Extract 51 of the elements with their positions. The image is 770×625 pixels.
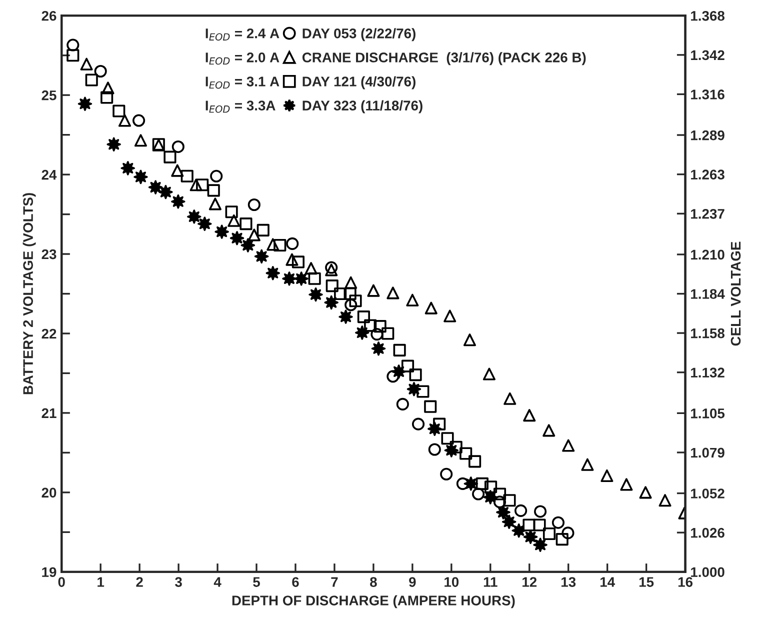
- x-tick-label: 16: [678, 577, 693, 587]
- y-tick-label: 25: [42, 90, 56, 100]
- y2-tick-label: 1.105: [691, 408, 725, 418]
- y-tick-label: 23: [42, 249, 56, 260]
- annotation: I$_{EOD}$ = 2.4 A: [206, 28, 280, 41]
- y2-tick-label: 1.368: [691, 10, 724, 21]
- x-tick-label: 14: [600, 577, 615, 587]
- y2-tick-label: 1.000: [691, 567, 724, 578]
- y2-tick-label: 1.263: [691, 170, 724, 180]
- y2-axis-title: CELL VOLTAGE: [730, 242, 741, 346]
- x-tick-label: 10: [444, 577, 459, 587]
- x-tick-label: 5: [253, 577, 260, 587]
- x-tick-label: 6: [292, 577, 299, 587]
- x-tick-label: 0: [58, 577, 65, 587]
- y2-tick-label: 1.316: [691, 90, 724, 100]
- y2-tick-label: 1.132: [691, 368, 724, 378]
- y-tick-label: 24: [42, 170, 57, 180]
- y2-tick-label: 1.342: [691, 50, 724, 60]
- y2-tick-label: 1.237: [691, 208, 724, 219]
- legend-label: DAY 323 (11/18/76): [302, 100, 422, 114]
- y2-tick-label: 1.026: [691, 528, 724, 538]
- x-tick-label: 12: [522, 577, 537, 587]
- y-axis-title: BATTERY 2 VOLTAGE (VOLTS): [22, 193, 36, 394]
- y-tick-label: 19: [42, 567, 56, 578]
- x-tick-label: 11: [484, 577, 498, 587]
- x-tick-label: 3: [175, 577, 182, 587]
- y2-tick-label: 1.289: [691, 130, 724, 140]
- legend-label: CRANE DISCHARGE (3/1/76) (PACK 226 B): [302, 52, 586, 66]
- x-tick-label: 9: [409, 577, 416, 587]
- y-tick-label: 21: [42, 408, 56, 418]
- x-tick-label: 15: [639, 577, 654, 587]
- annotation: I$_{EOD}$ = 3.3A: [206, 100, 276, 113]
- x-tick-label: 8: [370, 577, 377, 587]
- legend-label: DAY 121 (4/30/76): [302, 76, 416, 90]
- y2-tick-label: 1.052: [691, 488, 724, 498]
- x-tick-label: 2: [136, 577, 143, 587]
- y-tick-label: 26: [42, 10, 56, 21]
- y2-tick-label: 1.184: [691, 289, 725, 299]
- y2-tick-label: 1.079: [691, 448, 724, 458]
- x-tick-label: 13: [562, 577, 576, 587]
- annotation: I$_{EOD}$ = 3.1 A: [206, 76, 280, 89]
- annotation: I$_{EOD}$ = 2.0 A: [206, 52, 280, 65]
- x-tick-label: 4: [214, 577, 222, 587]
- y2-tick-label: 1.210: [691, 250, 724, 260]
- y-tick-label: 22: [42, 328, 56, 339]
- x-tick-label: 7: [331, 577, 338, 587]
- y2-tick-label: 1.158: [691, 328, 724, 338]
- y-tick-label: 20: [42, 488, 56, 498]
- x-tick-label: 1: [98, 577, 104, 587]
- legend-label: DAY 053 (2/22/76): [302, 28, 416, 42]
- x-axis-title: DEPTH OF DISCHARGE (AMPERE HOURS): [232, 595, 515, 608]
